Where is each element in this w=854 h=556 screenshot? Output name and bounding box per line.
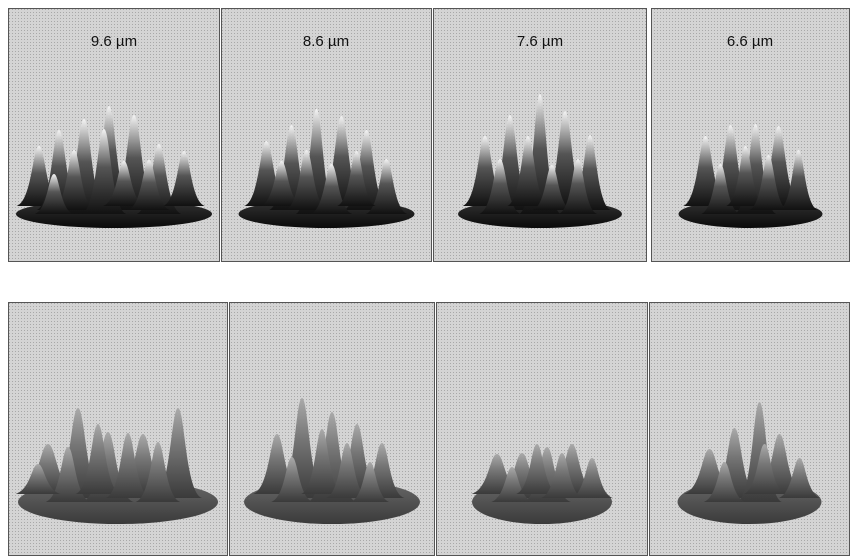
- panels: [9, 9, 850, 556]
- panel: [650, 303, 850, 556]
- panel-label: 6.6 µm: [727, 33, 773, 50]
- panel: [9, 303, 228, 556]
- panel-label: 8.6 µm: [303, 33, 349, 50]
- figure: 9.6 µm 8.6 µm 7.6 µm 6.6 µm: [0, 0, 854, 556]
- panel-label: 7.6 µm: [517, 33, 563, 50]
- panel: [230, 303, 435, 556]
- panel-label: 9.6 µm: [91, 33, 137, 50]
- panel: [437, 303, 648, 556]
